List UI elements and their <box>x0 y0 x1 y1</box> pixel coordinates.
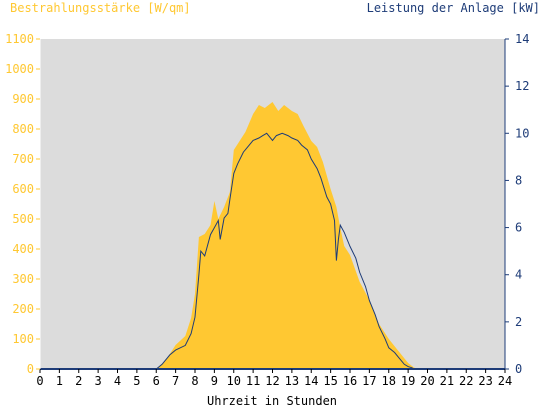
x-tick-label: 5 <box>133 374 140 388</box>
x-tick-label: 6 <box>153 374 160 388</box>
power-line <box>155 132 415 370</box>
x-tick-label: 16 <box>343 374 357 388</box>
left-tick-label: 1000 <box>5 62 34 76</box>
x-tick-label: 8 <box>191 374 198 388</box>
x-tick-label: 3 <box>95 374 102 388</box>
left-tick-label: 900 <box>12 92 34 106</box>
x-tick-label: 0 <box>36 374 43 388</box>
right-tick-label: 2 <box>515 315 522 329</box>
right-tick-label: 6 <box>515 221 522 235</box>
x-tick-label: 18 <box>382 374 396 388</box>
x-tick-label: 15 <box>323 374 337 388</box>
irradiance-area <box>156 102 418 369</box>
x-tick-label: 12 <box>265 374 279 388</box>
x-tick-label: 24 <box>498 374 512 388</box>
x-tick-label: 4 <box>114 374 121 388</box>
right-tick-label: 0 <box>515 362 522 376</box>
x-tick-label: 23 <box>478 374 492 388</box>
left-axis-title: Bestrahlungsstärke [W/qm] <box>10 1 191 15</box>
x-tick-label: 1 <box>56 374 63 388</box>
left-tick-label: 800 <box>12 122 34 136</box>
right-tick-label: 10 <box>515 126 529 140</box>
x-tick-label: 19 <box>401 374 415 388</box>
left-tick-label: 500 <box>12 212 34 226</box>
x-tick-label: 2 <box>75 374 82 388</box>
right-tick-label: 4 <box>515 268 522 282</box>
left-tick-label: 0 <box>27 362 34 376</box>
left-tick-label: 100 <box>12 332 34 346</box>
right-tick-label: 14 <box>515 32 529 46</box>
x-axis-label: Uhrzeit in Stunden <box>206 394 338 408</box>
x-tick-label: 22 <box>459 374 473 388</box>
x-tick-label: 7 <box>172 374 179 388</box>
x-tick-label: 13 <box>285 374 299 388</box>
x-tick-label: 11 <box>246 374 260 388</box>
x-tick-label: 17 <box>362 374 376 388</box>
x-tick-label: 21 <box>440 374 454 388</box>
x-tick-label: 20 <box>420 374 434 388</box>
right-axis-title: Leistung der Anlage [kW] <box>366 1 540 15</box>
left-tick-label: 600 <box>12 182 34 196</box>
left-tick-label: 400 <box>12 242 34 256</box>
x-tick-label: 14 <box>304 374 318 388</box>
x-tick-label: 9 <box>211 374 218 388</box>
left-tick-label: 700 <box>12 152 34 166</box>
x-tick-label: 10 <box>227 374 241 388</box>
left-tick-label: 1100 <box>5 32 34 46</box>
left-tick-label: 200 <box>12 302 34 316</box>
right-tick-label: 12 <box>515 79 529 93</box>
right-tick-label: 8 <box>515 173 522 187</box>
left-tick-label: 300 <box>12 272 34 286</box>
